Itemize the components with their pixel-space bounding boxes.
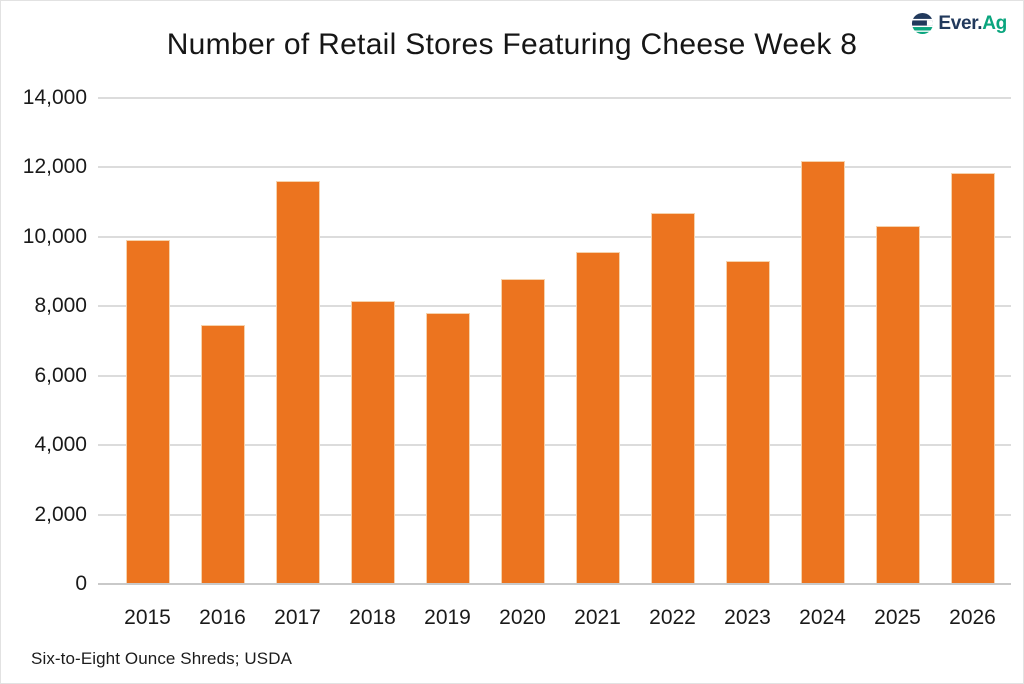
everag-logo-icon	[912, 12, 934, 35]
y-axis-tick-label: 8,000	[34, 294, 87, 318]
bar-2023	[725, 261, 770, 584]
x-axis-tick-label: 2026	[949, 606, 996, 629]
x-axis-tick-label: 2024	[799, 606, 846, 629]
bar-2016	[200, 325, 245, 584]
bars-group	[110, 98, 1010, 584]
bar-slot	[110, 98, 185, 584]
bar-2026	[950, 172, 995, 584]
y-axis-tick-label: 0	[75, 572, 87, 595]
x-axis-tick-label: 2025	[874, 606, 921, 629]
bar-2024	[800, 160, 845, 584]
logo-text-ever: Ever.	[938, 12, 983, 34]
bar-slot	[485, 98, 560, 584]
bar-slot	[410, 98, 485, 584]
bar-2021	[575, 252, 620, 584]
bar-2022	[650, 212, 695, 584]
logo-text: Ever.Ag	[938, 13, 1007, 35]
bar-slot	[185, 98, 260, 584]
gridline	[98, 97, 1011, 99]
x-axis-tick-label: 2020	[499, 606, 546, 629]
y-axis-tick-label: 14,000	[22, 86, 87, 109]
y-axis-tick-label: 2,000	[34, 502, 87, 526]
x-axis-tick-label: 2017	[274, 606, 321, 629]
x-axis-tick-label: 2019	[424, 606, 471, 629]
bar-2015	[125, 240, 170, 584]
x-axis-tick-label: 2015	[124, 606, 171, 629]
bar-slot	[785, 98, 860, 584]
source-note: Six-to-Eight Ounce Shreds; USDA	[31, 649, 293, 668]
y-axis-labels: 14,000 12,000 10,000 8,000 6,000 4,000 2,000 0	[13, 86, 87, 595]
gridline	[98, 374, 1011, 377]
bar-slot	[710, 98, 785, 584]
x-axis-labels: 2015 2016 2017 2018 2019 2020 2021 2022 2023 2024…	[110, 601, 1010, 635]
bar-2025	[875, 226, 920, 584]
gridline	[98, 305, 1011, 308]
logo-text-ag: Ag	[982, 12, 1007, 34]
y-axis-tick-label: 4,000	[34, 433, 87, 457]
gridline	[98, 235, 1011, 238]
chart-title: Number of Retail Stores Featuring Cheese…	[166, 28, 858, 61]
x-axis-line	[98, 583, 1011, 585]
bar-2018	[350, 301, 395, 584]
plot-area	[98, 97, 1011, 585]
y-axis-tick-label: 6,000	[34, 363, 87, 387]
bar-2017	[275, 181, 320, 584]
x-axis-tick-label: 2016	[199, 606, 246, 629]
x-axis-tick-label: 2021	[574, 606, 621, 629]
x-axis-tick-label: 2022	[649, 606, 696, 629]
bar-slot	[260, 98, 335, 584]
bar-2020	[500, 278, 545, 584]
gridline	[98, 166, 1011, 169]
bar-slot	[560, 98, 635, 584]
y-axis-tick-label: 10,000	[22, 224, 87, 248]
bar-slot	[335, 98, 410, 584]
x-axis-tick-label: 2018	[349, 606, 396, 629]
bar-slot	[935, 98, 1010, 584]
y-axis-tick-label: 12,000	[22, 155, 87, 179]
bar-2019	[425, 313, 470, 584]
gridline	[98, 444, 1011, 447]
x-axis-tick-label: 2023	[724, 606, 771, 629]
gridline	[98, 513, 1011, 516]
bar-slot	[860, 98, 935, 584]
everag-logo: Ever.Ag	[911, 12, 1007, 35]
bar-slot	[635, 98, 710, 584]
